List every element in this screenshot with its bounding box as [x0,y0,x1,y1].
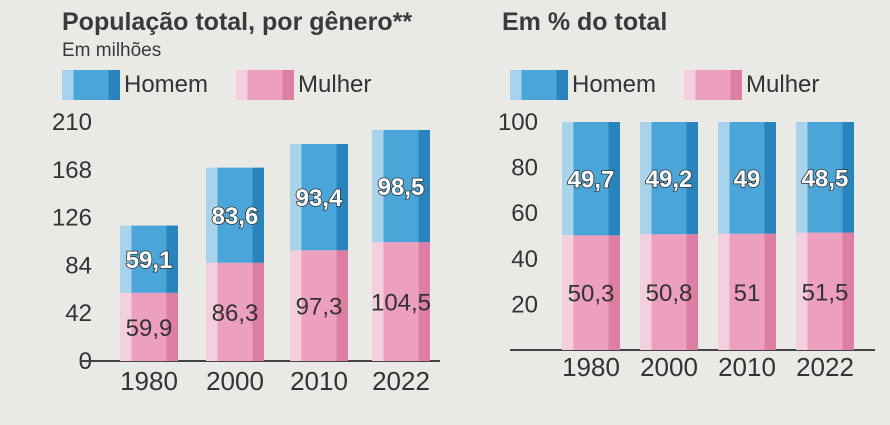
bar-women [562,235,620,350]
legend-swatch-men [62,70,120,100]
legend-label-women: Mulher [298,71,372,98]
data-label-men: 98,5 [378,174,425,201]
data-label-women: 50,8 [646,280,693,307]
data-label-men: 49,2 [646,166,693,193]
right-chart-panel: Em % do total Homem Mulher 20 40 60 80 100 50… [480,0,890,425]
y-tick-label: 80 [511,155,538,182]
bar-women [120,292,178,361]
x-category-label: 1980 [562,352,620,382]
bar-men [640,122,698,235]
left-chart-title: População total, por gênero** [62,8,413,36]
bar-women [290,250,348,361]
left-chart-legend: Homem Mulher [62,70,381,100]
x-category-label: 2022 [796,352,854,382]
legend-label-men: Homem [124,71,209,98]
legend-swatch-women [236,70,295,100]
bar-women [640,234,698,350]
data-label-women: 104,5 [371,290,431,317]
x-category-label: 2000 [640,352,698,382]
right-bar-chart: 20 40 60 80 100 50,3 49,7 1980 50,8 49,2 2000 51 49 2… [498,109,875,382]
bar-women [796,232,854,350]
legend-item-women-pct: Mulher [684,70,819,100]
data-label-women: 51,5 [802,279,849,306]
left-chart-panel: População total, por gênero** Em milhões… [52,8,440,396]
y-tick-label: 60 [511,200,538,227]
bar-men [796,122,854,233]
data-label-men: 93,4 [296,185,343,212]
y-tick-label: 126 [52,205,92,232]
left-chart-subtitle: Em milhões [62,40,162,61]
legend-item-men: Homem [62,70,208,100]
bar-men [372,129,430,243]
left-bar-chart: 0428412616821059,959,1198086,383,6200097… [52,109,440,396]
legend-item-women: Mulher [236,70,371,100]
right-chart-title: Em % do total [502,8,668,36]
legend-label-women-pct: Mulher [746,71,820,98]
data-label-women: 86,3 [212,300,259,327]
legend-swatch-women-pct [684,70,743,100]
data-label-women: 50,3 [568,281,615,308]
x-category-label: 2022 [372,366,430,396]
data-label-men: 49,7 [568,167,615,194]
bar-women [718,233,776,350]
x-category-label: 2010 [290,366,348,396]
data-label-men: 59,1 [126,247,173,274]
y-tick-label: 168 [52,157,92,184]
x-category-label: 2000 [206,366,264,396]
x-category-label: 2010 [718,352,776,382]
y-tick-label: 42 [65,300,92,327]
data-label-men: 49 [734,166,761,193]
bar-men [290,143,348,251]
y-tick-label: 100 [498,109,538,136]
data-label-men: 83,6 [212,203,259,230]
legend-item-men-pct: Homem [510,70,656,100]
y-tick-label: 210 [52,109,92,136]
bar-men [206,167,264,263]
data-label-women: 97,3 [296,294,343,321]
data-label-men: 48,5 [802,165,849,192]
y-tick-label: 84 [65,252,92,279]
bar-men [718,122,776,234]
right-chart-legend: Homem Mulher [510,70,829,100]
legend-label-men-pct: Homem [572,71,657,98]
bar-women [372,242,430,361]
bar-men [120,225,178,293]
x-category-label: 1980 [120,366,178,396]
y-tick-label: 20 [511,291,538,318]
bar-men [562,122,620,236]
data-label-women: 51 [734,280,761,307]
legend-swatch-men-pct [510,70,568,100]
y-tick-label: 40 [511,246,538,273]
bar-women [206,262,264,361]
data-label-women: 59,9 [126,315,173,342]
